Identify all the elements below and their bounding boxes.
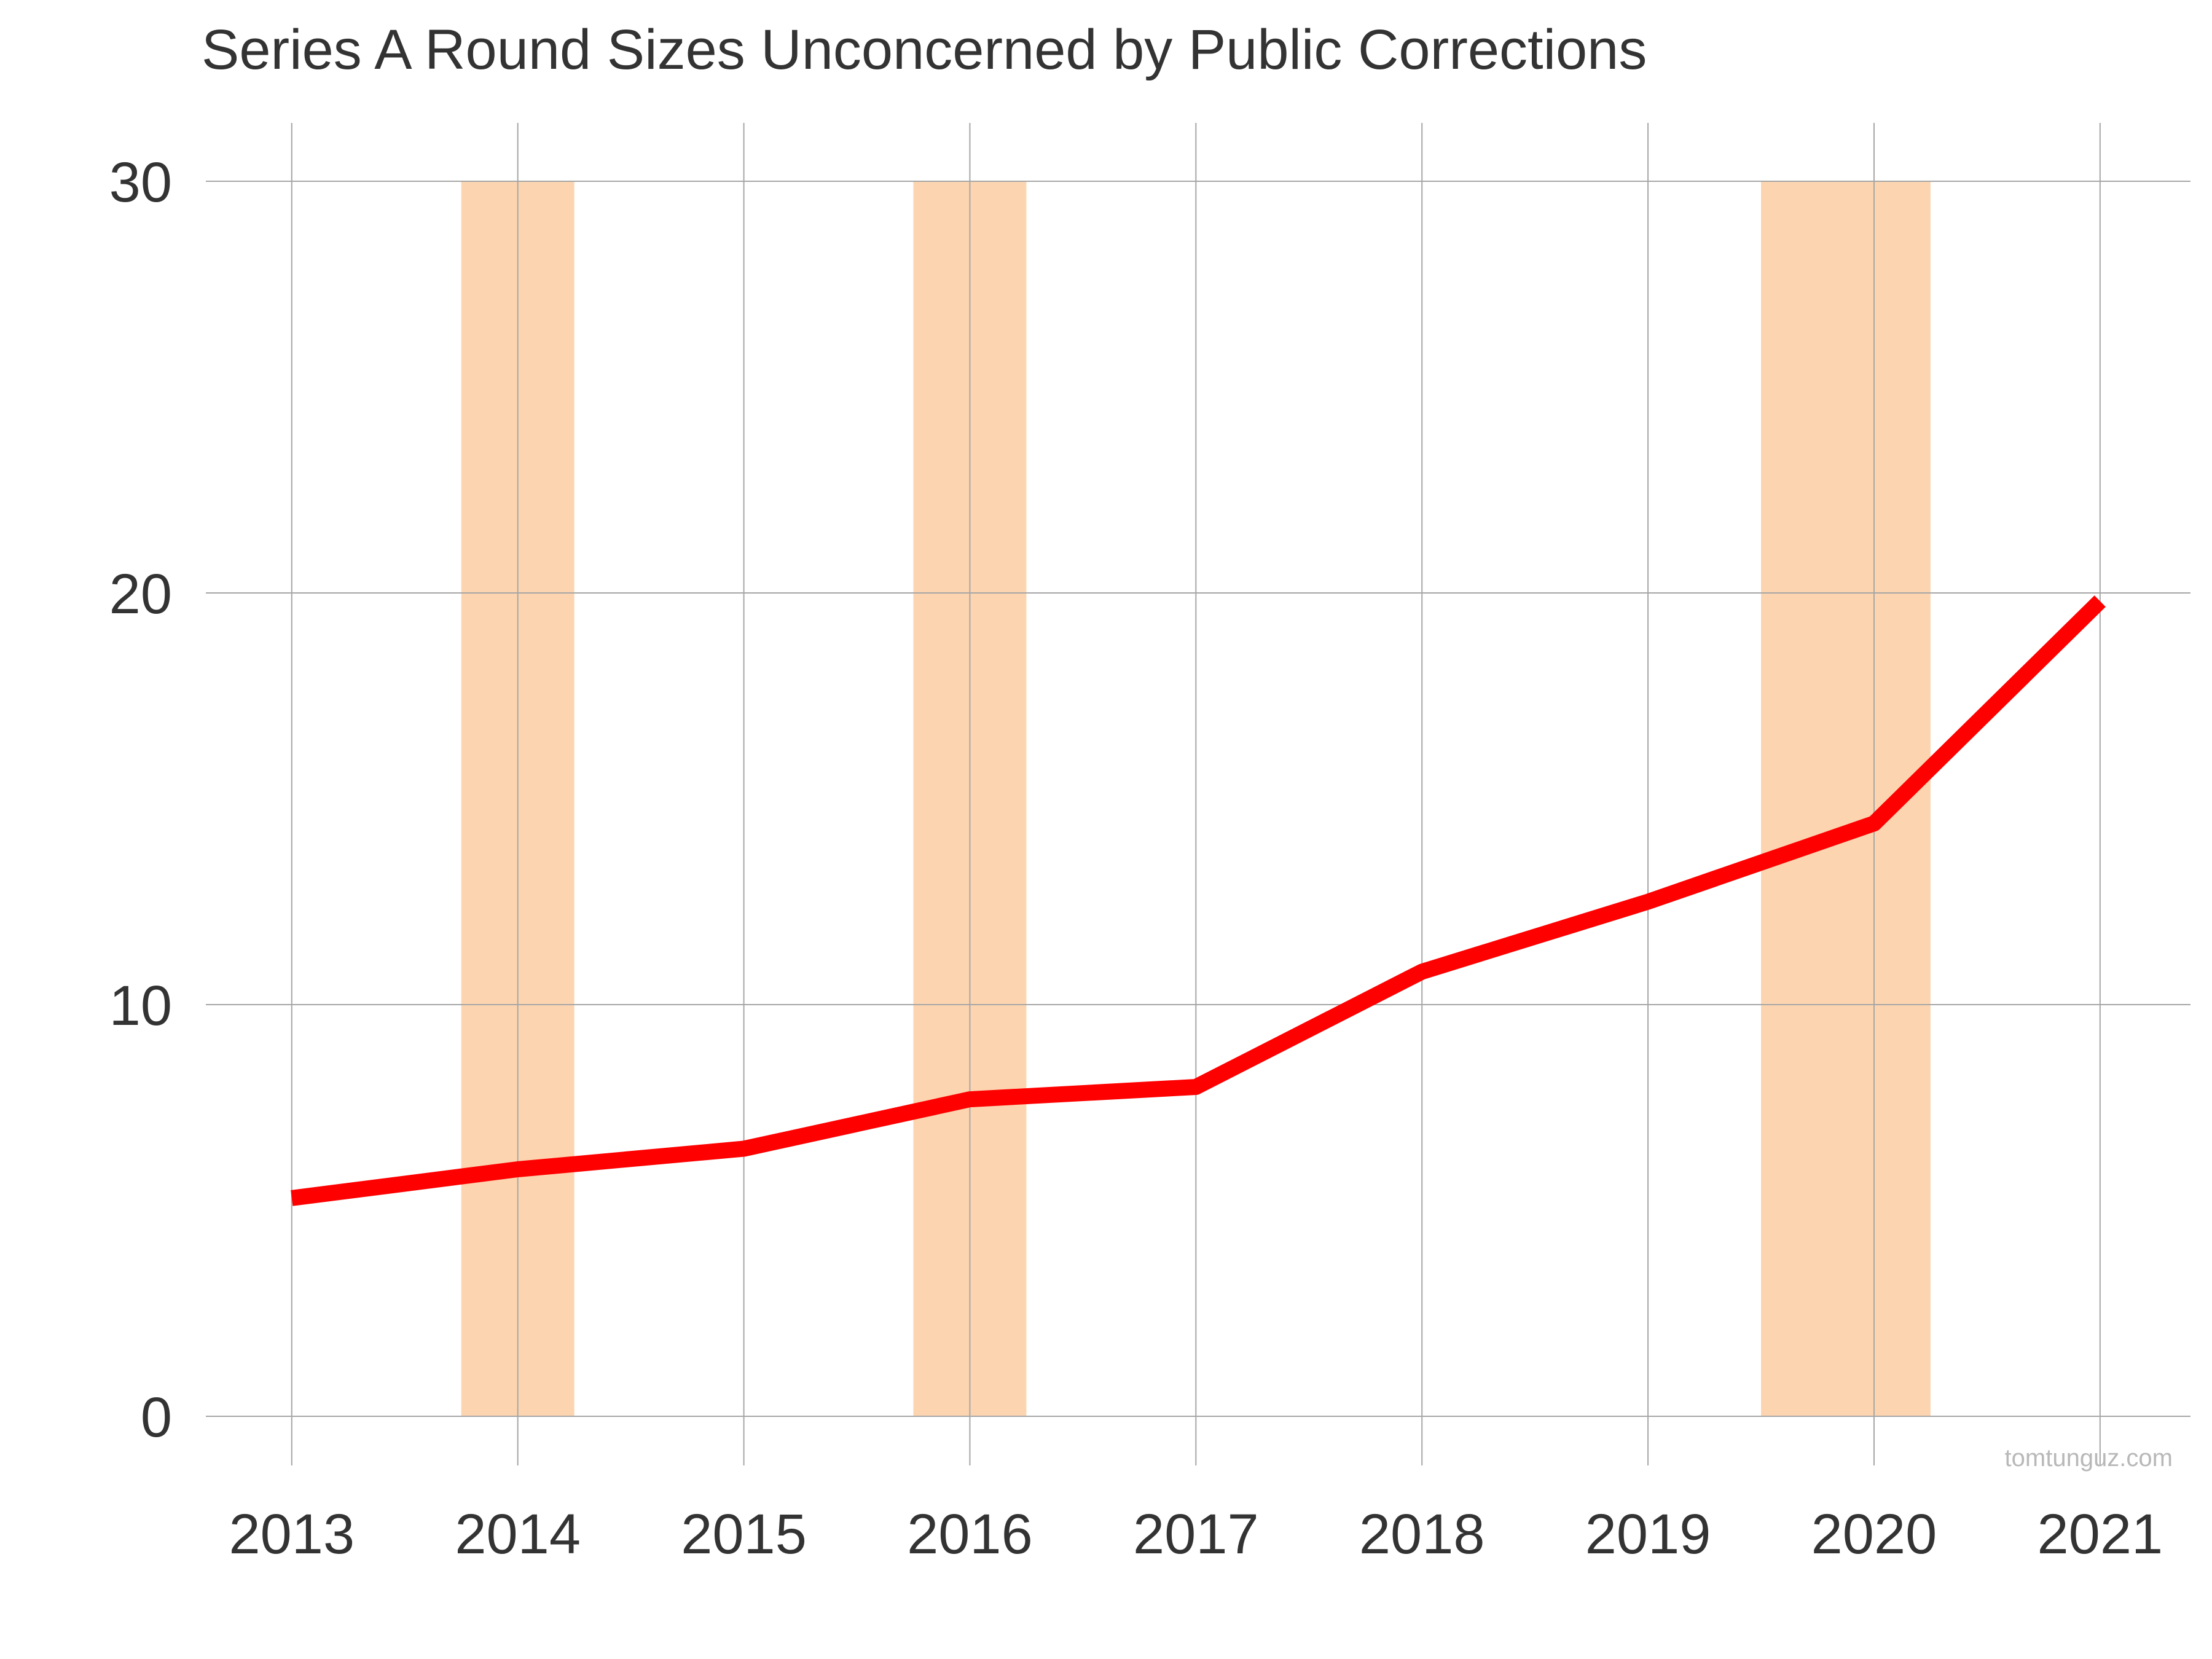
x-tick-label-2013: 2013 [229,1503,355,1566]
data-point-2018 [1421,971,1422,972]
x-tick-label-2021: 2021 [2037,1503,2163,1566]
data-point-2014 [517,1169,519,1170]
series-layer [291,595,2106,1206]
source-credit: tomtunguz.com [2005,1445,2173,1472]
data-point-2017 [1195,1086,1196,1088]
x-tick-label-2015: 2015 [681,1503,807,1566]
x-tick-label-2020: 2020 [1811,1503,1937,1566]
horizontal-gridlines [206,181,2190,1417]
y-axis-tick-labels: 0 10 20 30 [109,151,172,1449]
data-point-2020 [1873,823,1875,824]
data-point-2013 [291,1198,292,1199]
data-point-2015 [743,1148,745,1150]
data-point-2016 [969,1099,970,1100]
y-tick-label-20: 20 [109,563,172,626]
x-tick-label-2018: 2018 [1359,1503,1485,1566]
y-tick-label-0: 0 [141,1386,172,1449]
x-tick-label-2019: 2019 [1585,1503,1711,1566]
y-tick-label-10: 10 [109,975,172,1037]
x-tick-label-2014: 2014 [455,1503,581,1566]
series-line-1 [291,595,2106,1206]
y-tick-label-30: 30 [109,151,172,214]
x-axis-tick-labels: 2013 2014 2015 2016 2017 2018 2019 2020 2021 [229,1503,2163,1566]
vertical-gridlines [291,123,2101,1465]
chart-title: Series A Round Sizes Unconcerned by Publ… [202,18,1647,81]
x-tick-label-2017: 2017 [1133,1503,1259,1566]
data-point-2021 [2100,600,2101,602]
data-point-2019 [1647,901,1649,903]
x-tick-label-2016: 2016 [907,1503,1033,1566]
